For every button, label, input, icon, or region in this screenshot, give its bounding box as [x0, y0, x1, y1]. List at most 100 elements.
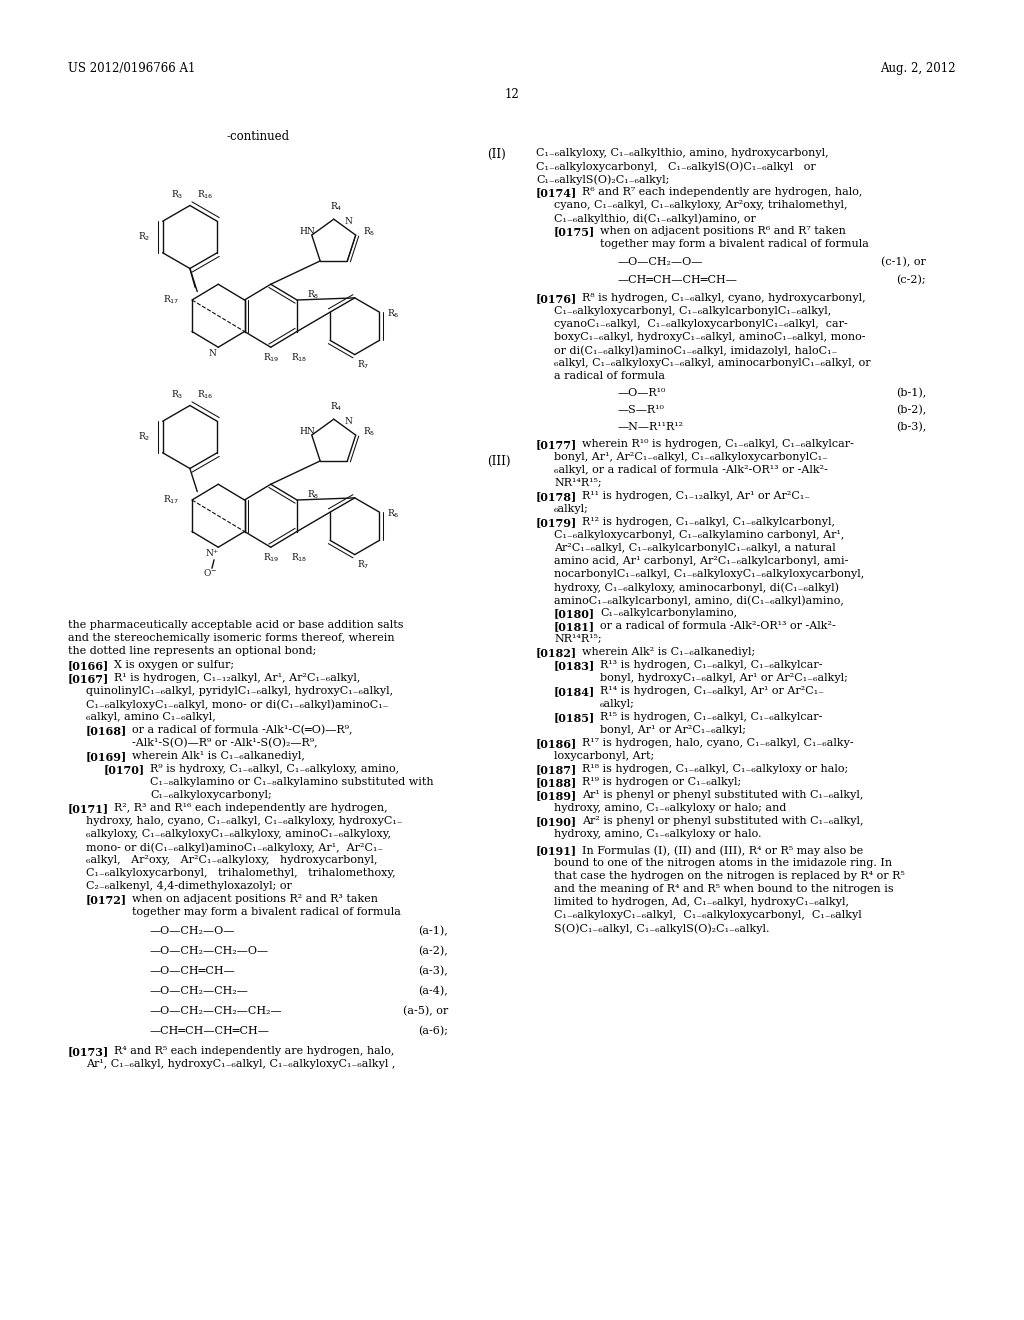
Text: or a radical of formula -Alk²-OR¹³ or -Alk²-: or a radical of formula -Alk²-OR¹³ or -A… — [600, 620, 836, 631]
Text: R$_{4}$: R$_{4}$ — [330, 400, 342, 413]
Text: R¹⁷ is hydrogen, halo, cyano, C₁₋₆alkyl, C₁₋₆alky-: R¹⁷ is hydrogen, halo, cyano, C₁₋₆alkyl,… — [582, 738, 854, 748]
Text: or di(C₁₋₆alkyl)aminoC₁₋₆alkyl, imidazolyl, haloC₁₋: or di(C₁₋₆alkyl)aminoC₁₋₆alkyl, imidazol… — [554, 345, 838, 355]
Text: R$_{8}$: R$_{8}$ — [306, 488, 318, 502]
Text: (a-4),: (a-4), — [418, 986, 449, 997]
Text: Aug. 2, 2012: Aug. 2, 2012 — [881, 62, 956, 75]
Text: (a-5), or: (a-5), or — [402, 1006, 449, 1016]
Text: [0180]: [0180] — [554, 609, 595, 619]
Text: R⁴ and R⁵ each independently are hydrogen, halo,: R⁴ and R⁵ each independently are hydroge… — [114, 1045, 394, 1056]
Text: —O—CH₂—CH₂—O—: —O—CH₂—CH₂—O— — [150, 946, 269, 956]
Text: [0167]: [0167] — [68, 673, 110, 684]
Text: C₁₋₆alkyloxycarbonyl,   trihalomethyl,   trihalomethoxy,: C₁₋₆alkyloxycarbonyl, trihalomethyl, tri… — [86, 869, 395, 878]
Text: hydroxy, amino, C₁₋₆alkyloxy or halo.: hydroxy, amino, C₁₋₆alkyloxy or halo. — [554, 829, 762, 840]
Text: (a-3),: (a-3), — [418, 966, 449, 977]
Text: amino acid, Ar¹ carbonyl, Ar²C₁₋₆alkylcarbonyl, ami-: amino acid, Ar¹ carbonyl, Ar²C₁₋₆alkylca… — [554, 556, 848, 566]
Text: [0175]: [0175] — [554, 226, 595, 238]
Text: ₆alkyloxy, C₁₋₆alkyloxyC₁₋₆alkyloxy, aminoC₁₋₆alkyloxy,: ₆alkyloxy, C₁₋₆alkyloxyC₁₋₆alkyloxy, ami… — [86, 829, 391, 840]
Text: R¹⁴ is hydrogen, C₁₋₆alkyl, Ar¹ or Ar²C₁₋: R¹⁴ is hydrogen, C₁₋₆alkyl, Ar¹ or Ar²C₁… — [600, 686, 824, 696]
Text: —N—R¹¹R¹²: —N—R¹¹R¹² — [618, 422, 684, 432]
Text: (c-2);: (c-2); — [896, 275, 926, 285]
Text: —O—CH₂—O—: —O—CH₂—O— — [618, 257, 703, 267]
Text: wherein Alk¹ is C₁₋₆alkanediyl,: wherein Alk¹ is C₁₋₆alkanediyl, — [132, 751, 305, 762]
Text: R⁹ is hydroxy, C₁₋₆alkyl, C₁₋₆alkyloxy, amino,: R⁹ is hydroxy, C₁₋₆alkyl, C₁₋₆alkyloxy, … — [150, 764, 399, 774]
Text: wherein R¹⁰ is hydrogen, C₁₋₆alkyl, C₁₋₆alkylcar-: wherein R¹⁰ is hydrogen, C₁₋₆alkyl, C₁₋₆… — [582, 440, 854, 449]
Text: [0177]: [0177] — [536, 440, 578, 450]
Text: quinolinylC₁₋₆alkyl, pyridylC₁₋₆alkyl, hydroxyC₁₋₆alkyl,: quinolinylC₁₋₆alkyl, pyridylC₁₋₆alkyl, h… — [86, 686, 393, 696]
Text: (b-2),: (b-2), — [896, 405, 926, 416]
Text: In Formulas (I), (II) and (III), R⁴ or R⁵ may also be: In Formulas (I), (II) and (III), R⁴ or R… — [582, 845, 863, 855]
Text: when on adjacent positions R² and R³ taken: when on adjacent positions R² and R³ tak… — [132, 894, 378, 904]
Text: (b-3),: (b-3), — [896, 422, 926, 433]
Text: R$_{16}$: R$_{16}$ — [198, 189, 214, 201]
Text: R$_{2}$: R$_{2}$ — [138, 430, 150, 444]
Text: Ar²C₁₋₆alkyl, C₁₋₆alkylcarbonylC₁₋₆alkyl, a natural: Ar²C₁₋₆alkyl, C₁₋₆alkylcarbonylC₁₋₆alkyl… — [554, 543, 836, 553]
Text: [0190]: [0190] — [536, 816, 578, 828]
Text: —S—R¹⁰: —S—R¹⁰ — [618, 405, 665, 414]
Text: [0170]: [0170] — [104, 764, 145, 775]
Text: R², R³ and R¹⁶ each independently are hydrogen,: R², R³ and R¹⁶ each independently are hy… — [114, 803, 388, 813]
Text: ₆alkyl, C₁₋₆alkyloxyC₁₋₆alkyl, aminocarbonylC₁₋₆alkyl, or: ₆alkyl, C₁₋₆alkyloxyC₁₋₆alkyl, aminocarb… — [554, 358, 870, 368]
Text: N: N — [344, 216, 352, 226]
Text: cyanoC₁₋₆alkyl,  C₁₋₆alkyloxycarbonylC₁₋₆alkyl,  car-: cyanoC₁₋₆alkyl, C₁₋₆alkyloxycarbonylC₁₋₆… — [554, 319, 848, 329]
Text: (II): (II) — [487, 148, 506, 161]
Text: [0173]: [0173] — [68, 1045, 110, 1057]
Text: HN: HN — [300, 227, 315, 236]
Text: limited to hydrogen, Ad, C₁₋₆alkyl, hydroxyC₁₋₆alkyl,: limited to hydrogen, Ad, C₁₋₆alkyl, hydr… — [554, 898, 849, 907]
Text: R¹¹ is hydrogen, C₁₋₁₂alkyl, Ar¹ or Ar²C₁₋: R¹¹ is hydrogen, C₁₋₁₂alkyl, Ar¹ or Ar²C… — [582, 491, 810, 502]
Text: ₆alkyl;: ₆alkyl; — [554, 504, 589, 513]
Text: R¹³ is hydrogen, C₁₋₆alkyl, C₁₋₆alkylcar-: R¹³ is hydrogen, C₁₋₆alkyl, C₁₋₆alkylcar… — [600, 660, 822, 671]
Text: when on adjacent positions R⁶ and R⁷ taken: when on adjacent positions R⁶ and R⁷ tak… — [600, 226, 846, 236]
Text: [0183]: [0183] — [554, 660, 595, 671]
Text: NR¹⁴R¹⁵;: NR¹⁴R¹⁵; — [554, 478, 602, 488]
Text: —CH═CH—CH═CH—: —CH═CH—CH═CH— — [150, 1026, 270, 1036]
Text: [0182]: [0182] — [536, 647, 578, 657]
Text: C₁₋₆alkyloxycarbonyl, C₁₋₆alkylcarbonylC₁₋₆alkyl,: C₁₋₆alkyloxycarbonyl, C₁₋₆alkylcarbonylC… — [554, 306, 831, 315]
Text: and the meaning of R⁴ and R⁵ when bound to the nitrogen is: and the meaning of R⁴ and R⁵ when bound … — [554, 884, 894, 894]
Text: bound to one of the nitrogen atoms in the imidazole ring. In: bound to one of the nitrogen atoms in th… — [554, 858, 892, 869]
Text: together may form a bivalent radical of formula: together may form a bivalent radical of … — [600, 239, 869, 249]
Text: [0186]: [0186] — [536, 738, 578, 748]
Text: [0174]: [0174] — [536, 187, 578, 198]
Text: C₁₋₆alkyloxy, C₁₋₆alkylthio, amino, hydroxycarbonyl,: C₁₋₆alkyloxy, C₁₋₆alkylthio, amino, hydr… — [536, 148, 828, 158]
Text: cyano, C₁₋₆alkyl, C₁₋₆alkyloxy, Ar²oxy, trihalomethyl,: cyano, C₁₋₆alkyl, C₁₋₆alkyloxy, Ar²oxy, … — [554, 201, 848, 210]
Text: US 2012/0196766 A1: US 2012/0196766 A1 — [68, 62, 196, 75]
Text: R$_{19}$: R$_{19}$ — [262, 351, 279, 364]
Text: NR¹⁴R¹⁵;: NR¹⁴R¹⁵; — [554, 634, 602, 644]
Text: [0184]: [0184] — [554, 686, 595, 697]
Text: R$_{5}$: R$_{5}$ — [364, 425, 376, 438]
Text: hydroxy, halo, cyano, C₁₋₆alkyl, C₁₋₆alkyloxy, hydroxyC₁₋: hydroxy, halo, cyano, C₁₋₆alkyl, C₁₋₆alk… — [86, 816, 402, 826]
Text: nocarbonylC₁₋₆alkyl, C₁₋₆alkyloxyC₁₋₆alkyloxycarbonyl,: nocarbonylC₁₋₆alkyl, C₁₋₆alkyloxyC₁₋₆alk… — [554, 569, 864, 579]
Text: —O—CH₂—CH₂—: —O—CH₂—CH₂— — [150, 986, 249, 997]
Text: N: N — [208, 348, 216, 358]
Text: the dotted line represents an optional bond;: the dotted line represents an optional b… — [68, 645, 316, 656]
Text: [0191]: [0191] — [536, 845, 578, 855]
Text: R$_{2}$: R$_{2}$ — [138, 231, 150, 243]
Text: (a-6);: (a-6); — [418, 1026, 449, 1036]
Text: —O—CH₂—CH₂—CH₂—: —O—CH₂—CH₂—CH₂— — [150, 1006, 283, 1016]
Text: ₆alkyl,   Ar²oxy,   Ar²C₁₋₆alkyloxy,   hydroxycarbonyl,: ₆alkyl, Ar²oxy, Ar²C₁₋₆alkyloxy, hydroxy… — [86, 855, 378, 865]
Text: —CH═CH—CH═CH—: —CH═CH—CH═CH— — [618, 275, 738, 285]
Text: boxyC₁₋₆alkyl, hydroxyC₁₋₆alkyl, aminoC₁₋₆alkyl, mono-: boxyC₁₋₆alkyl, hydroxyC₁₋₆alkyl, aminoC₁… — [554, 333, 865, 342]
Text: bonyl, Ar¹, Ar²C₁₋₆alkyl, C₁₋₆alkyloxycarbonylC₁₋: bonyl, Ar¹, Ar²C₁₋₆alkyl, C₁₋₆alkyloxyca… — [554, 451, 828, 462]
Text: Ar¹, C₁₋₆alkyl, hydroxyC₁₋₆alkyl, C₁₋₆alkyloxyC₁₋₆alkyl ,: Ar¹, C₁₋₆alkyl, hydroxyC₁₋₆alkyl, C₁₋₆al… — [86, 1059, 395, 1069]
Text: O$^{-}$: O$^{-}$ — [203, 568, 217, 578]
Text: (III): (III) — [487, 455, 511, 469]
Text: C₁₋₆alkylS(O)₂C₁₋₆alkyl;: C₁₋₆alkylS(O)₂C₁₋₆alkyl; — [536, 174, 670, 185]
Text: N$^{+}$: N$^{+}$ — [205, 548, 219, 560]
Text: and the stereochemically isomeric forms thereof, wherein: and the stereochemically isomeric forms … — [68, 634, 394, 643]
Text: (b-1),: (b-1), — [896, 388, 926, 399]
Text: N: N — [344, 417, 352, 426]
Text: Ar¹ is phenyl or phenyl substituted with C₁₋₆alkyl,: Ar¹ is phenyl or phenyl substituted with… — [582, 789, 863, 800]
Text: the pharmaceutically acceptable acid or base addition salts: the pharmaceutically acceptable acid or … — [68, 620, 403, 630]
Text: ₆alkyl;: ₆alkyl; — [600, 700, 635, 709]
Text: C₁₋₈alkylamino or C₁₋₈alkylamino substituted with: C₁₋₈alkylamino or C₁₋₈alkylamino substit… — [150, 777, 433, 787]
Text: a radical of formula: a radical of formula — [554, 371, 665, 381]
Text: that case the hydrogen on the nitrogen is replaced by R⁴ or R⁵: that case the hydrogen on the nitrogen i… — [554, 871, 905, 880]
Text: R⁸ is hydrogen, C₁₋₆alkyl, cyano, hydroxycarbonyl,: R⁸ is hydrogen, C₁₋₆alkyl, cyano, hydrox… — [582, 293, 865, 304]
Text: R$_{16}$: R$_{16}$ — [198, 389, 214, 401]
Text: R¹⁹ is hydrogen or C₁₋₆alkyl;: R¹⁹ is hydrogen or C₁₋₆alkyl; — [582, 777, 741, 787]
Text: C₁₋₆alkyloxycarbonyl;: C₁₋₆alkyloxycarbonyl; — [150, 789, 271, 800]
Text: mono- or di(C₁₋₆alkyl)aminoC₁₋₆alkyloxy, Ar¹,  Ar²C₁₋: mono- or di(C₁₋₆alkyl)aminoC₁₋₆alkyloxy,… — [86, 842, 383, 853]
Text: R$_{5}$: R$_{5}$ — [364, 226, 376, 238]
Text: [0166]: [0166] — [68, 660, 110, 671]
